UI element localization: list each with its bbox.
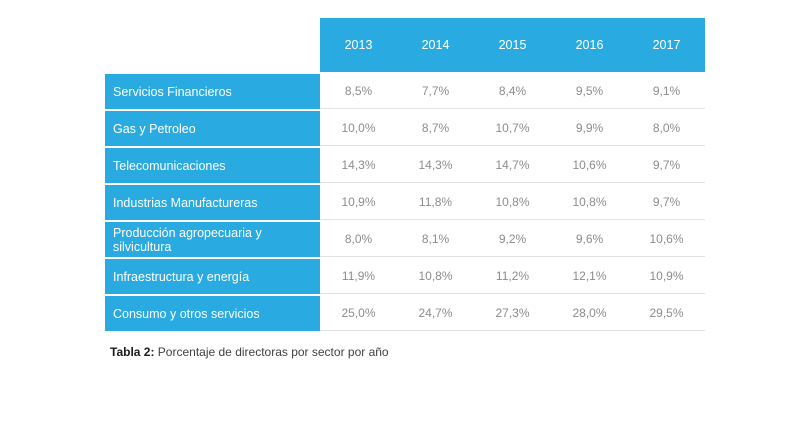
table-cell: 9,1% <box>652 84 681 98</box>
table-cell: 12,1% <box>572 269 607 283</box>
table-row: Consumo y otros servicios 25,0% 24,7% 27… <box>105 296 705 331</box>
table-cell: 7,7% <box>421 84 450 98</box>
row-values: 14,3% 14,3% 14,7% 10,6% 9,7% <box>320 148 705 183</box>
table-cell: 14,3% <box>341 158 376 172</box>
table-cell: 10,8% <box>418 269 453 283</box>
caption-text: Porcentaje de directoras por sector por … <box>154 345 389 359</box>
table-cell: 10,8% <box>495 195 530 209</box>
row-values: 10,9% 11,8% 10,8% 10,8% 9,7% <box>320 185 705 220</box>
row-label-consumo-otros-servicios: Consumo y otros servicios <box>105 296 320 331</box>
table-cell: 10,8% <box>572 195 607 209</box>
table-cell: 8,0% <box>652 121 681 135</box>
table-cell: 10,9% <box>649 269 684 283</box>
table-cell: 25,0% <box>341 306 376 320</box>
sector-year-table: 2013 2014 2015 2016 2017 Servicios Finan… <box>105 18 705 359</box>
row-values: 8,5% 7,7% 8,4% 9,5% 9,1% <box>320 74 705 109</box>
row-label-gas-y-petroleo: Gas y Petroleo <box>105 111 320 146</box>
column-header-2016: 2016 <box>575 38 604 52</box>
row-values: 11,9% 10,8% 11,2% 12,1% 10,9% <box>320 259 705 294</box>
table-cell: 11,9% <box>341 269 376 283</box>
table-cell: 8,5% <box>344 84 373 98</box>
table-cell: 10,9% <box>341 195 376 209</box>
row-label-servicios-financieros: Servicios Financieros <box>105 74 320 109</box>
table-row: Producción agropecuaria y silvicultura 8… <box>105 222 705 257</box>
table-cell: 28,0% <box>572 306 607 320</box>
table-cell: 29,5% <box>649 306 684 320</box>
row-label-telecomunicaciones: Telecomunicaciones <box>105 148 320 183</box>
table-cell: 8,1% <box>421 232 450 246</box>
table-row: Infraestructura y energía 11,9% 10,8% 11… <box>105 259 705 294</box>
table-cell: 9,7% <box>652 195 681 209</box>
column-header-2015: 2015 <box>498 38 527 52</box>
table-cell: 9,5% <box>575 84 604 98</box>
table-cell: 10,0% <box>341 121 376 135</box>
table-row: Gas y Petroleo 10,0% 8,7% 10,7% 9,9% 8,0… <box>105 111 705 146</box>
caption-label: Tabla 2: <box>110 345 155 359</box>
table-cell: 9,9% <box>575 121 604 135</box>
table-cell: 11,8% <box>418 195 453 209</box>
table-cell: 10,6% <box>649 232 684 246</box>
table-cell: 14,7% <box>495 158 530 172</box>
table-row: Telecomunicaciones 14,3% 14,3% 14,7% 10,… <box>105 148 705 183</box>
table-cell: 27,3% <box>495 306 530 320</box>
row-values: 25,0% 24,7% 27,3% 28,0% 29,5% <box>320 296 705 331</box>
row-values: 10,0% 8,7% 10,7% 9,9% 8,0% <box>320 111 705 146</box>
table-cell: 10,7% <box>495 121 530 135</box>
column-header-2017: 2017 <box>652 38 681 52</box>
column-header-2013: 2013 <box>344 38 373 52</box>
column-header-2014: 2014 <box>421 38 450 52</box>
table-cell: 8,4% <box>498 84 527 98</box>
table-header-row: 2013 2014 2015 2016 2017 <box>320 18 705 72</box>
table-cell: 8,7% <box>421 121 450 135</box>
table-cell: 10,6% <box>572 158 607 172</box>
row-label-industrias-manufactureras: Industrias Manufactureras <box>105 185 320 220</box>
table-cell: 24,7% <box>418 306 453 320</box>
table-row: Industrias Manufactureras 10,9% 11,8% 10… <box>105 185 705 220</box>
table-cell: 11,2% <box>495 269 530 283</box>
table-cell: 14,3% <box>418 158 453 172</box>
table-cell: 9,7% <box>652 158 681 172</box>
table-cell: 9,2% <box>498 232 527 246</box>
row-values: 8,0% 8,1% 9,2% 9,6% 10,6% <box>320 222 705 257</box>
row-label-infraestructura-energia: Infraestructura y energía <box>105 259 320 294</box>
table-cell: 9,6% <box>575 232 604 246</box>
row-label-produccion-agropecuaria: Producción agropecuaria y silvicultura <box>105 222 320 257</box>
table-caption: Tabla 2: Porcentaje de directoras por se… <box>110 345 705 359</box>
table-row: Servicios Financieros 8,5% 7,7% 8,4% 9,5… <box>105 74 705 109</box>
table-cell: 8,0% <box>344 232 373 246</box>
